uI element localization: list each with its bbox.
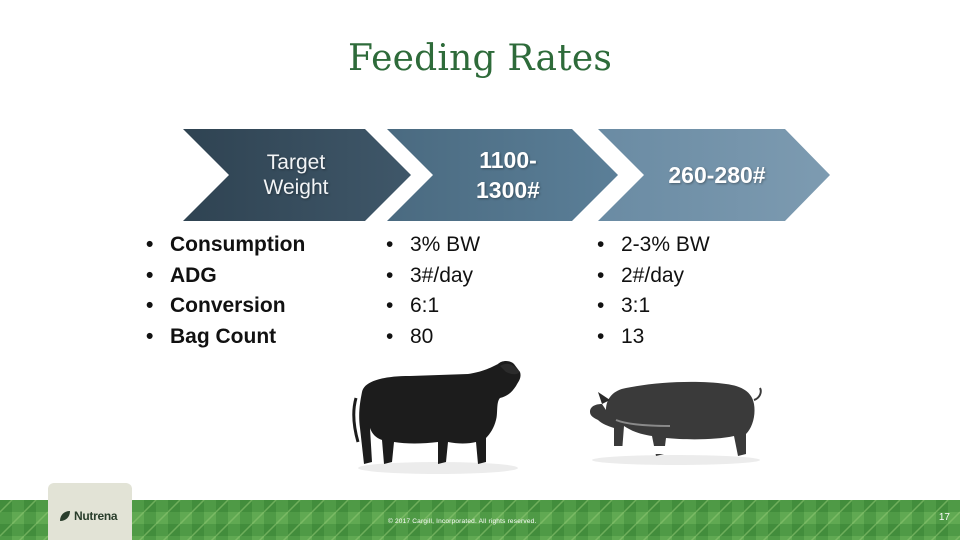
cattle-value-list: 3% BW 3#/day 6:1 80 [386,230,480,352]
column-header-cattle-weight: 1100- 1300# [476,147,540,203]
chevron-target-weight [183,129,411,221]
list-item: 3:1 [597,291,710,322]
brand-tag [48,483,132,540]
list-item: Conversion [146,291,305,322]
cow-illustration [352,361,521,474]
slide-title: Feeding Rates [347,38,613,79]
list-item: 80 [386,322,480,353]
list-item: 2-3% BW [597,230,710,261]
list-item: 13 [597,322,710,353]
list-item: Consumption [146,230,305,261]
list-item: 2#/day [597,261,710,292]
list-item: 6:1 [386,291,480,322]
footer-band [0,500,960,540]
list-item: ADG [146,261,305,292]
pig-illustration [590,381,762,465]
list-item: Bag Count [146,322,305,353]
page-number: 17 [938,512,950,523]
column-header-swine-weight: 260-280# [668,161,766,188]
list-item: 3#/day [386,261,480,292]
swine-value-list: 2-3% BW 2#/day 3:1 13 [597,230,710,352]
leaf-logo-icon [60,511,70,521]
brand-logo: Nutrena [74,509,118,523]
metric-label-list: Consumption ADG Conversion Bag Count [146,230,305,352]
chevron-cattle [387,129,618,221]
copyright-notice: © 2017 Cargill, Incorporated. All rights… [388,518,537,525]
process-chevrons [183,129,830,221]
chevron-swine [598,129,830,221]
column-header-target-weight: Target Weight [263,151,329,199]
list-item: 3% BW [386,230,480,261]
